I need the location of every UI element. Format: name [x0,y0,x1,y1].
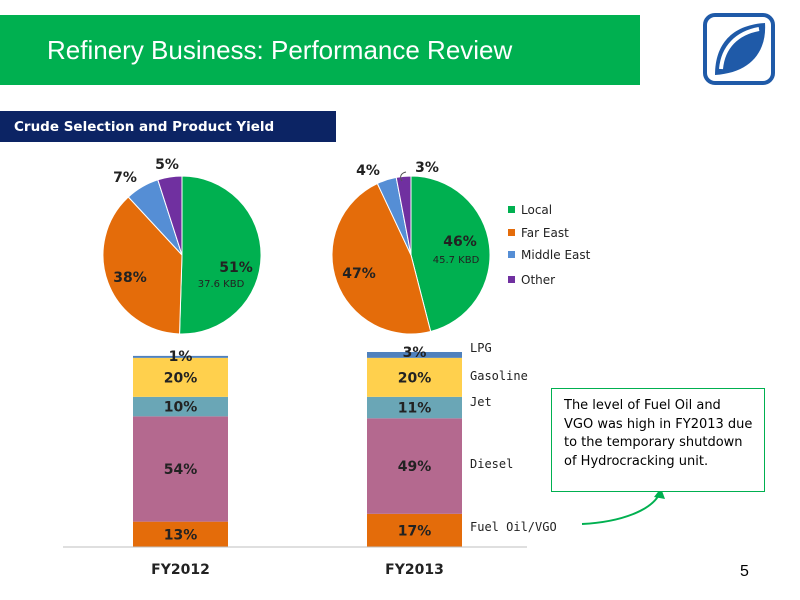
bar-segment [133,396,228,417]
bar-segment [133,416,228,522]
bar-data-label: 10% [164,400,198,416]
bar-segment [367,396,462,419]
pie-data-label: 4% [356,163,380,179]
series-label: Gasoline [470,369,528,383]
leaf-logo-icon [703,13,775,85]
pie-data-label: 5% [155,157,179,173]
bar-data-label: 20% [164,370,198,386]
callout-arrow-head [654,488,665,499]
pie-data-label: 3% [415,160,439,176]
pie-data-label: 7% [113,170,137,186]
legend-marker [508,251,515,258]
series-label: Diesel [470,457,513,471]
series-label: Jet [470,395,492,409]
legend-label: Local [521,203,552,217]
pie-slice [179,175,262,335]
series-label: Fuel Oil/VGO [470,520,557,534]
section-header-bar [0,111,336,142]
pie-slice [395,175,412,256]
bar-data-label: 49% [398,459,432,475]
legend-label: Other [521,273,555,287]
pie-sub-label: 37.6 KBD [198,279,245,290]
pie-slice [410,175,491,333]
legend-marker [508,229,515,236]
callout-arrow [581,492,661,525]
bar-segment [367,357,462,397]
bar-data-label: 11% [398,401,432,417]
bar-segment [133,355,228,358]
pie-leader-line [400,171,407,182]
bar-segment [133,521,228,547]
x-tick-label: FY2013 [385,562,444,578]
bar-data-label: 1% [169,349,193,365]
bar-segment [367,418,462,514]
pie-data-label: 46% [443,234,477,250]
pie-data-label: 38% [113,270,147,286]
bar-data-label: 3% [403,345,427,361]
title-bar [0,15,640,85]
bar-segment [133,357,228,397]
page-title: Refinery Business: Performance Review [47,35,513,65]
bar-data-label: 17% [398,523,432,539]
pie-data-label: 47% [342,266,376,282]
legend-marker [508,206,515,213]
callout-note: The level of Fuel Oil and VGO was high i… [551,388,765,492]
bar-segment [367,513,462,547]
pie-slice [102,196,183,335]
bar-segment [367,352,462,358]
bar-data-label: 54% [164,462,198,478]
bar-data-label: 13% [164,527,198,543]
pie-sub-label: 45.7 KBD [433,255,480,266]
pie-slice [331,182,432,335]
pie-slice [157,175,183,256]
pie-data-label: 51% [219,260,253,276]
bar-data-label: 20% [398,370,432,386]
series-label: LPG [470,341,492,355]
x-tick-label: FY2012 [151,562,210,578]
page-number: 5 [740,563,749,580]
legend-marker [508,276,515,283]
legend-label: Middle East [521,248,591,262]
section-header-label: Crude Selection and Product Yield [14,119,275,135]
legend-label: Far East [521,226,569,240]
